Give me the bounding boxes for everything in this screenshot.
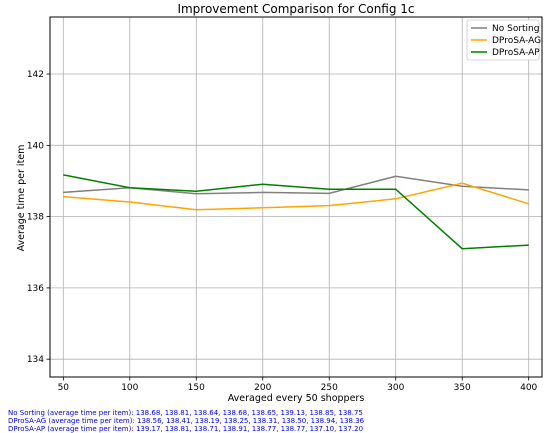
x-tick-label: 200 — [254, 383, 271, 393]
footer-line-no-sorting: No Sorting (average time per item): 138.… — [8, 409, 363, 417]
x-tick-label: 250 — [321, 383, 338, 393]
y-tick-label: 136 — [27, 284, 44, 294]
series-group — [63, 174, 529, 250]
footer-line-dprosa-ag: DProSA-AG (average time per item): 138.5… — [8, 417, 365, 425]
legend: No Sorting DProSA-AG DProSA-AP — [466, 19, 541, 61]
legend-label-dprosa-ag: DProSA-AG — [492, 36, 541, 46]
legend-label-no-sorting: No Sorting — [492, 24, 539, 34]
plot-frame — [49, 16, 543, 378]
y-tick-label: 138 — [27, 213, 44, 223]
series-line-dprosa-ag — [63, 182, 529, 211]
footer-summary: No Sorting (average time per item): 138.… — [8, 409, 364, 433]
y-tick-label: 140 — [27, 141, 44, 151]
series-line-dprosa-ap — [63, 174, 529, 250]
chart-title: Improvement Comparison for Config 1c — [177, 2, 414, 16]
x-tick-label: 300 — [387, 383, 404, 393]
x-tick-label: 400 — [520, 383, 537, 393]
footer-line-dprosa-ap: DProSA-AP (average time per item): 139.1… — [8, 425, 364, 433]
x-tick-label: 100 — [121, 383, 138, 393]
axis-ticks: 50 100 150 200 250 300 350 400 134 136 138 140 142 — [27, 70, 538, 393]
legend-label-dprosa-ap: DProSA-AP — [492, 48, 540, 58]
x-tick-label: 350 — [454, 383, 471, 393]
legend-box — [466, 19, 540, 61]
x-tick-label: 150 — [188, 383, 205, 393]
y-axis-label: Average time per item — [16, 145, 27, 252]
y-tick-label: 134 — [27, 355, 44, 365]
grid — [50, 17, 542, 377]
x-tick-label: 50 — [58, 383, 70, 393]
y-tick-label: 142 — [27, 70, 44, 80]
x-axis-label: Averaged every 50 shoppers — [228, 393, 365, 404]
series-line-no-sorting — [63, 175, 529, 195]
